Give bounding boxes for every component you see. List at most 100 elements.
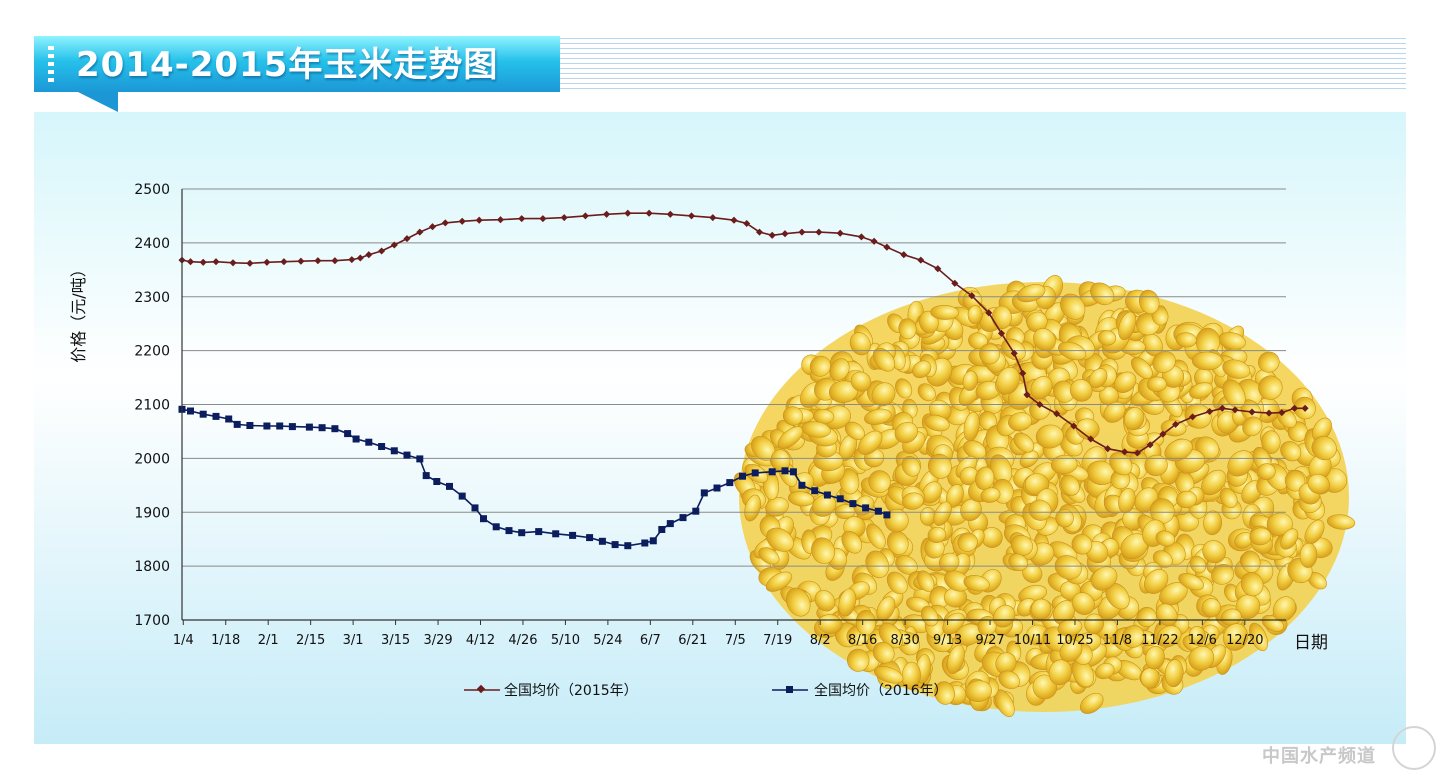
data-point [331,425,339,433]
data-point [187,407,194,415]
chart-grid [182,188,1286,621]
data-point [815,228,823,236]
data-point [934,265,942,273]
data-point [666,520,674,528]
data-point [739,472,746,480]
corn-kernels-image [733,275,1356,718]
chart-axes: 1700 1800 1900 2000 2100 2200 2300 2400 2500 1/4 1… [134,182,1286,648]
x-tick-label: 10/11 [1014,633,1051,648]
title-banner [34,36,560,92]
data-point [862,504,870,512]
data-point [263,422,271,430]
series-line-1 [181,408,888,547]
x-tick-label: 2/15 [296,633,325,648]
data-point [246,259,254,267]
x-tick-label: 2/1 [258,633,279,648]
data-point [666,210,674,218]
data-point [276,422,284,430]
data-point [624,209,632,217]
data-point [535,528,543,536]
data-point [492,523,500,531]
data-point [458,217,466,225]
data-point [730,216,738,224]
data-point [246,422,254,429]
data-point [951,279,959,287]
watermark-text: 中国水产频道 [1262,746,1376,767]
data-point [1019,369,1027,377]
data-point [416,228,424,236]
y-tick-label: 2400 [134,236,170,252]
data-point [560,214,568,222]
y-tick-label: 2200 [134,344,170,360]
data-point [233,420,241,428]
data-point [199,410,207,418]
x-tick-label: 7/5 [725,633,746,648]
data-point [849,500,857,508]
data-point [751,469,759,477]
y-tick-label: 2500 [134,182,170,198]
data-point [378,443,386,450]
y-tick-label: 2000 [134,451,170,467]
legend-label-2015: 全国均价（2015年） [504,682,638,699]
data-point [968,292,976,300]
data-point [857,233,865,241]
x-tick-label: 8/2 [810,633,831,648]
data-point [743,219,751,228]
data-point [603,210,611,218]
page-title: 2014-2015年玉米走势图 [76,45,499,85]
y-tick-label: 2300 [134,290,170,306]
data-point [212,412,220,420]
legend-label-2016: 全国均价（2016年） [814,682,948,699]
data-point [186,258,195,266]
x-tick-label: 8/30 [891,633,920,648]
data-point [586,534,594,542]
data-point [199,258,207,266]
x-tick-label: 6/7 [640,633,661,648]
data-point [624,542,632,550]
x-tick-label: 5/24 [593,633,622,648]
data-point [428,223,437,231]
data-point [212,258,220,266]
x-tick-label: 3/29 [423,633,452,648]
x-tick-label: 12/6 [1188,633,1217,648]
data-point [768,231,776,239]
data-point [496,216,505,224]
data-point [225,415,233,423]
x-tick-label: 11/22 [1141,633,1178,648]
data-point [331,257,339,265]
x-tick-label: 1/4 [173,633,194,648]
data-point [781,230,789,238]
data-point [581,212,589,220]
data-point [811,487,819,495]
x-tick-label: 4/12 [466,633,495,648]
data-point [297,257,305,265]
x-tick-label: 6/21 [678,633,707,648]
data-point [263,258,271,266]
data-point [726,479,734,487]
x-tick-label: 11/8 [1103,633,1132,648]
data-point [798,481,806,489]
x-tick-label: 10/25 [1056,633,1093,648]
data-point [789,468,797,476]
x-tick-label: 3/15 [381,633,410,648]
data-point [441,219,449,227]
data-point [365,438,373,446]
data-point [598,537,606,545]
x-tick-label: 12/20 [1226,633,1263,648]
data-point [798,228,806,236]
data-point [433,478,441,485]
data-point [836,229,844,237]
data-point [344,430,352,438]
x-tick-label: 7/19 [763,633,792,648]
data-point [314,257,322,265]
data-point [356,254,364,262]
data-point [874,507,882,515]
data-point [692,507,700,515]
data-point [471,504,479,512]
data-point [305,423,313,431]
x-axis-label: 日期 [1294,633,1328,653]
data-point [552,530,560,538]
data-point [679,514,687,522]
x-tick-label: 9/27 [975,633,1004,648]
data-point [416,455,424,463]
